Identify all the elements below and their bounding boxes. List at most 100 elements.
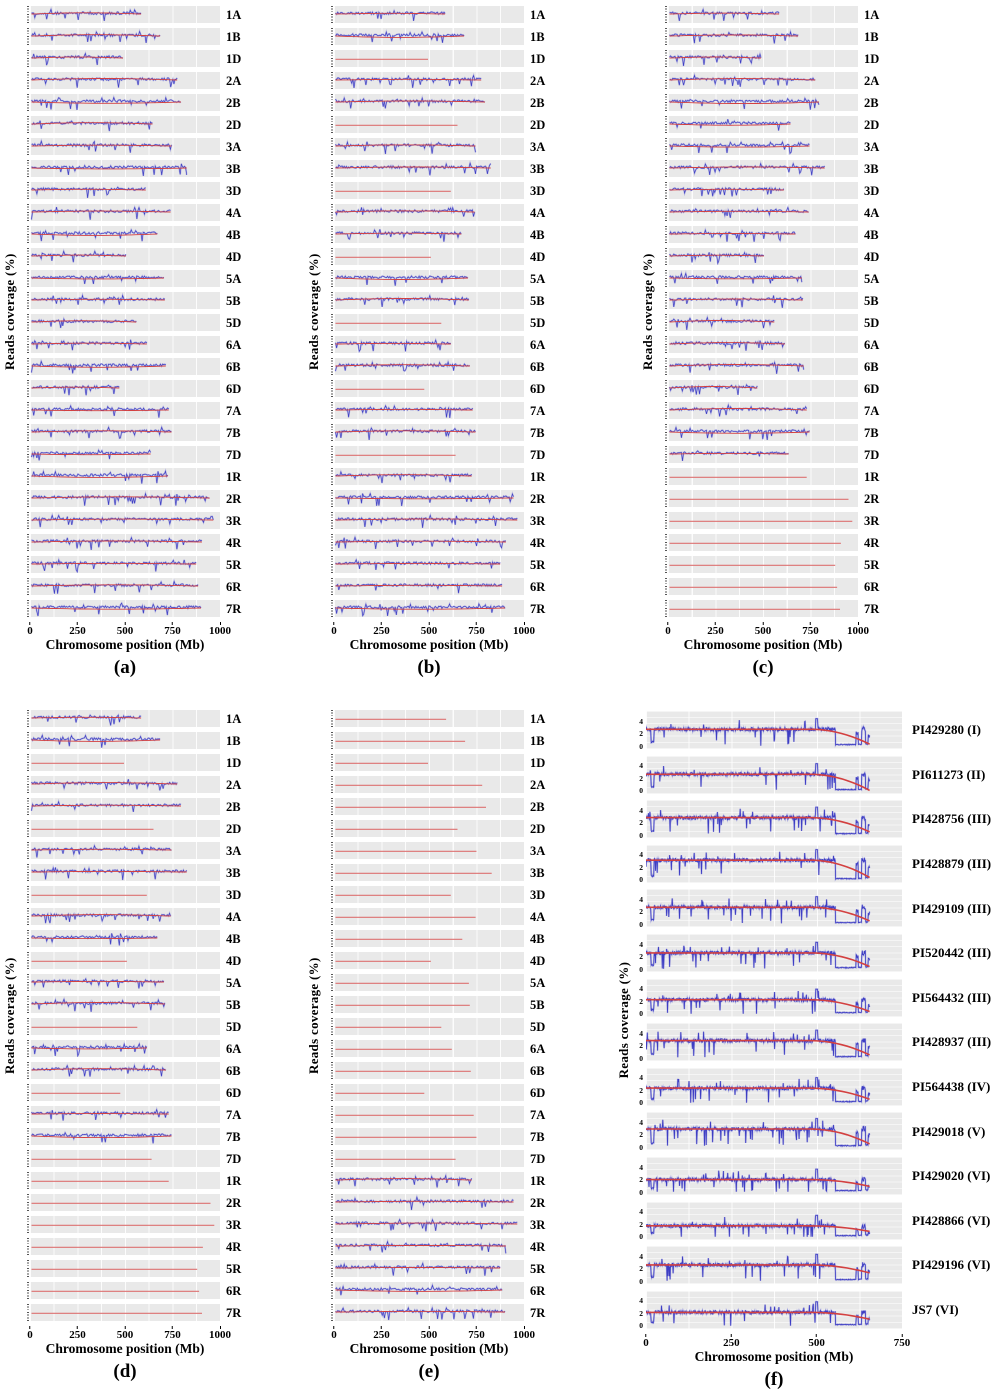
- track-label: 6D: [530, 381, 546, 396]
- track-plot: [30, 556, 220, 573]
- track-plot: [668, 6, 858, 23]
- y-tick-marks: [664, 512, 667, 529]
- panel-letter: (a): [113, 657, 137, 678]
- track-plot: [30, 1238, 220, 1255]
- y-tick-marks: [330, 952, 333, 969]
- y-tick-marks: [26, 1282, 29, 1299]
- track-plot: [334, 138, 524, 155]
- y-tick-marks: [330, 226, 333, 243]
- coverage-track: 2B: [2, 796, 304, 818]
- track-label: 6D: [530, 1085, 546, 1100]
- y-tick-marks: [664, 182, 667, 199]
- coverage-track: 6B: [640, 356, 942, 378]
- track-label: 2A: [864, 73, 880, 88]
- coverage-track: 4B: [2, 224, 304, 246]
- coverage-track: 4R: [306, 1236, 608, 1258]
- coverage-track: 7R: [640, 598, 942, 620]
- coverage-track: 2D: [640, 114, 942, 136]
- track-plot: [668, 138, 858, 155]
- track-label: 2R: [226, 491, 242, 506]
- y-tick-marks: [26, 380, 29, 397]
- y-tick-marks: [330, 1172, 333, 1189]
- track-plot: [646, 1023, 902, 1062]
- track-label: 2R: [530, 491, 546, 506]
- track-label: 7B: [530, 1129, 545, 1144]
- track-plot: [334, 1106, 524, 1123]
- y-tick-label: 2: [639, 1219, 643, 1229]
- y-tick-marks: [330, 1062, 333, 1079]
- y-tick-marks: [26, 1150, 29, 1167]
- y-tick-marks: [330, 292, 333, 309]
- coverage-track: 1D: [306, 752, 608, 774]
- y-tick-marks: [664, 116, 667, 133]
- track-label: 3D: [530, 183, 546, 198]
- x-tick-label: 0: [27, 622, 33, 637]
- coverage-track: 4R: [2, 532, 304, 554]
- track-label: PI564432 (III): [912, 989, 992, 1005]
- track-label: 6A: [530, 337, 546, 352]
- track-plot: [30, 94, 220, 111]
- track-plot: [30, 842, 220, 859]
- track-plot: [334, 1128, 524, 1145]
- track-label: 6A: [226, 1041, 242, 1056]
- track-label: 1D: [530, 755, 546, 770]
- track-plot: [30, 512, 220, 529]
- track-list: 1A 1B 1D 2A 2B 2D 3A 3B 3D 4A 4B 4D 5A 5B 5D 6A 6B 6D 7A 7B…: [306, 708, 608, 1324]
- coverage-track: 1B: [2, 26, 304, 48]
- track-label: 5B: [530, 293, 545, 308]
- track-plot: [334, 842, 524, 859]
- y-tick-marks: [330, 248, 333, 265]
- track-label: 2A: [530, 73, 546, 88]
- y-tick-marks: [26, 1260, 29, 1277]
- y-tick-marks: [330, 512, 333, 529]
- coverage-track: 7B: [640, 422, 942, 444]
- track-label: 1B: [530, 29, 545, 44]
- track-label: 4B: [864, 227, 879, 242]
- coverage-track: 4D: [306, 950, 608, 972]
- track-label: 2B: [530, 95, 545, 110]
- y-tick-label: 2: [639, 1264, 643, 1274]
- track-plot: [334, 754, 524, 771]
- track-plot: [334, 490, 524, 507]
- y-tick-marks: [26, 974, 29, 991]
- y-tick-marks: [26, 578, 29, 595]
- track-label: 6B: [226, 359, 241, 374]
- track-label: 2A: [530, 777, 546, 792]
- coverage-track: 7B: [2, 1126, 304, 1148]
- track-plot: [30, 974, 220, 991]
- coverage-track: 6D: [640, 378, 942, 400]
- coverage-track: 4 2 0 JS7 (VI): [616, 1288, 1000, 1333]
- y-tick-marks: [26, 732, 29, 749]
- track-plot: [30, 600, 220, 617]
- y-tick-label: 4: [639, 1118, 643, 1128]
- track-label: 7A: [530, 403, 546, 418]
- coverage-track: 7A: [306, 1104, 608, 1126]
- track-label: 7D: [530, 1151, 546, 1166]
- track-list: 1A 1B 1D 2A 2B 2D 3A 3B 3D 4A 4B 4D 5A 5B 5D 6A 6B 6D 7A 7B…: [306, 4, 608, 620]
- y-tick-label: 2: [639, 952, 643, 962]
- x-tick-label: 1000: [209, 1326, 231, 1341]
- track-plot: [668, 534, 858, 551]
- y-tick-label: 0: [639, 1232, 643, 1242]
- coverage-track: 2A: [2, 70, 304, 92]
- coverage-track: 4 2 0 PI428756 (III): [616, 797, 1000, 842]
- coverage-track: 3A: [306, 840, 608, 862]
- x-axis: 0 250 500 750 1000: [331, 622, 535, 637]
- y-tick-marks: [330, 732, 333, 749]
- track-label: 6B: [226, 1063, 241, 1078]
- coverage-track: 2B: [640, 92, 942, 114]
- y-tick-label: 4: [639, 716, 643, 726]
- coverage-track: 6R: [306, 576, 608, 598]
- track-label: 1B: [226, 733, 241, 748]
- track-label: 1D: [226, 51, 242, 66]
- coverage-track: 2R: [2, 488, 304, 510]
- track-label: 1A: [530, 711, 546, 726]
- coverage-track: 7D: [2, 1148, 304, 1170]
- y-tick-marks: [330, 1040, 333, 1057]
- y-tick-marks: [26, 864, 29, 881]
- coverage-track: 7R: [2, 1302, 304, 1324]
- coverage-track: 4 2 0 PI429020 (VI): [616, 1154, 1000, 1199]
- y-tick-marks: [330, 798, 333, 815]
- x-axis-label: Chromosome position (Mb): [45, 637, 205, 652]
- x-tick-label: 250: [69, 1326, 86, 1341]
